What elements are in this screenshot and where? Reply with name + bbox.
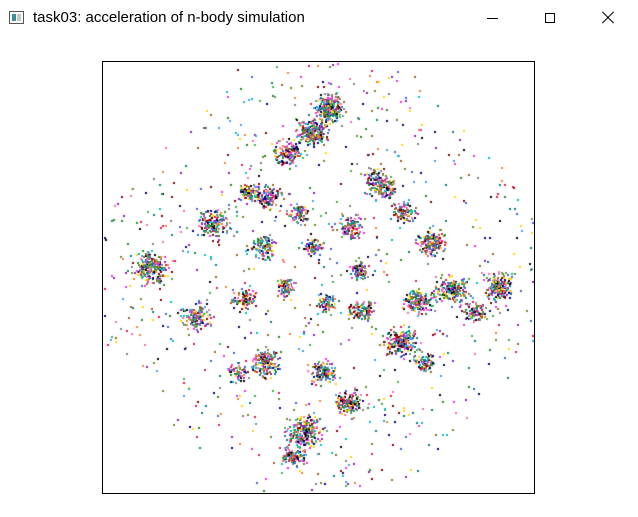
close-icon [601,11,615,25]
maximize-button[interactable] [527,0,573,36]
window-title: task03: acceleration of n-body simulatio… [33,9,305,26]
simulation-canvas [103,62,534,493]
app-window-icon [9,11,24,24]
simulation-canvas-frame [102,61,535,494]
minimize-button[interactable] [469,0,515,36]
maximize-icon [545,13,555,23]
close-button[interactable] [585,0,631,36]
title-bar[interactable]: task03: acceleration of n-body simulatio… [0,0,638,36]
minimize-icon [486,17,498,19]
